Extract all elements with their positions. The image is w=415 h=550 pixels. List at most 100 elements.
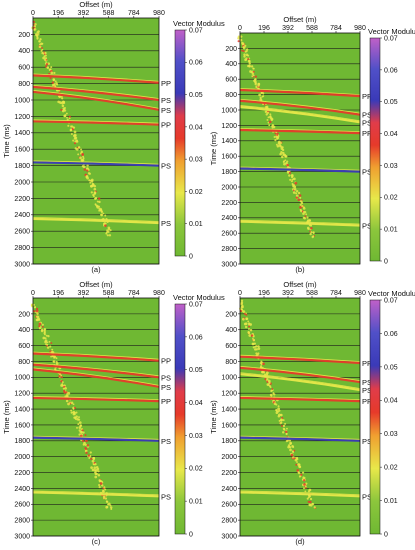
noise-point <box>69 128 73 132</box>
noise-point <box>273 136 276 138</box>
noise-point <box>279 413 282 416</box>
noise-point <box>251 342 255 346</box>
y-tick-label: 1200 <box>14 114 30 121</box>
noise-point <box>266 111 270 114</box>
noise-point <box>294 458 298 462</box>
colorbar-tick-label: 0.02 <box>189 466 203 473</box>
event-label: PP <box>362 129 372 138</box>
noise-point <box>260 92 263 95</box>
x-tick-label: 392 <box>282 25 294 32</box>
noise-point <box>262 362 265 366</box>
noise-point <box>243 55 246 58</box>
noise-point <box>268 120 272 124</box>
y-tick-label: 1000 <box>221 107 237 114</box>
noise-point <box>272 125 276 129</box>
noise-point <box>64 107 66 109</box>
noise-point <box>251 72 255 75</box>
y-tick-label: 1200 <box>221 391 237 398</box>
noise-point <box>44 340 47 344</box>
noise-point <box>46 346 50 349</box>
noise-point <box>275 411 279 415</box>
noise-point <box>72 139 75 142</box>
y-tick-label: 2200 <box>221 470 237 477</box>
noise-point <box>44 337 47 340</box>
colorbar-tick-label: 0.06 <box>189 334 203 341</box>
noise-point <box>99 209 103 212</box>
noise-point <box>270 118 273 122</box>
noise-point <box>36 31 39 34</box>
noise-point <box>282 160 285 164</box>
noise-point <box>78 146 81 149</box>
noise-point <box>86 176 89 180</box>
noise-point <box>105 500 109 504</box>
noise-point <box>276 132 279 135</box>
noise-point <box>275 403 278 406</box>
noise-point <box>301 471 305 474</box>
noise-point <box>303 483 306 486</box>
colorbar-tick-label: 0.02 <box>384 465 398 472</box>
noise-point <box>102 212 105 215</box>
noise-point <box>289 448 292 452</box>
noise-point <box>45 334 48 337</box>
event-curve-edge <box>32 217 160 222</box>
y-axis-label: Time (ms) <box>2 124 11 158</box>
y-tick-label: 2200 <box>221 200 237 207</box>
noise-point <box>268 381 271 385</box>
noise-point <box>297 471 300 474</box>
y-tick-label: 400 <box>225 327 237 334</box>
noise-point <box>244 44 247 48</box>
noise-point <box>303 487 305 490</box>
noise-point <box>300 473 303 476</box>
noise-point <box>60 376 63 379</box>
x-tick-label: 0 <box>238 25 242 32</box>
event-curve <box>32 161 160 167</box>
noise-point <box>302 476 305 479</box>
noise-point <box>74 136 78 140</box>
noise-point <box>61 104 65 108</box>
noise-point <box>51 81 55 84</box>
noise-point <box>277 415 281 418</box>
noise-point <box>247 59 251 63</box>
noise-point <box>78 433 81 436</box>
noise-point <box>67 402 70 406</box>
x-tick-label: 392 <box>78 10 90 17</box>
noise-point <box>40 329 44 333</box>
noise-point <box>256 353 259 357</box>
noise-point <box>105 231 108 234</box>
y-tick-label: 800 <box>225 92 237 99</box>
noise-point <box>104 214 107 217</box>
noise-point <box>267 116 270 119</box>
noise-point <box>35 309 39 313</box>
noise-point <box>290 453 294 457</box>
noise-point <box>259 96 262 99</box>
event-curve <box>239 373 361 392</box>
event-curve-edge <box>32 160 160 165</box>
event-curve <box>32 217 160 225</box>
plot-frame <box>239 32 361 265</box>
event-label: PS <box>161 96 171 105</box>
noise-point <box>284 430 288 434</box>
noise-point <box>56 83 59 86</box>
noise-point <box>77 418 81 421</box>
noise-point <box>241 49 244 52</box>
colorbar-tick-label: 0.01 <box>189 499 203 506</box>
noise-point <box>49 345 52 348</box>
noise-point <box>84 443 87 446</box>
noise-point <box>312 235 315 238</box>
y-axis-label: Time (ms) <box>2 400 11 434</box>
noise-point <box>63 114 66 117</box>
noise-point <box>36 36 39 39</box>
noise-point <box>244 58 247 62</box>
noise-point <box>38 325 41 328</box>
noise-point <box>41 51 44 55</box>
colorbar-tick-label: 0.04 <box>189 124 203 131</box>
event-curve-edge <box>32 367 160 386</box>
noise-point <box>55 357 58 360</box>
noise-point <box>110 508 113 510</box>
noise-point <box>95 469 98 472</box>
colorbar-tick-label: 0.07 <box>384 35 398 42</box>
colorbar-tick-label: 0.03 <box>189 157 203 164</box>
noise-point <box>85 451 88 455</box>
noise-point <box>294 181 298 185</box>
